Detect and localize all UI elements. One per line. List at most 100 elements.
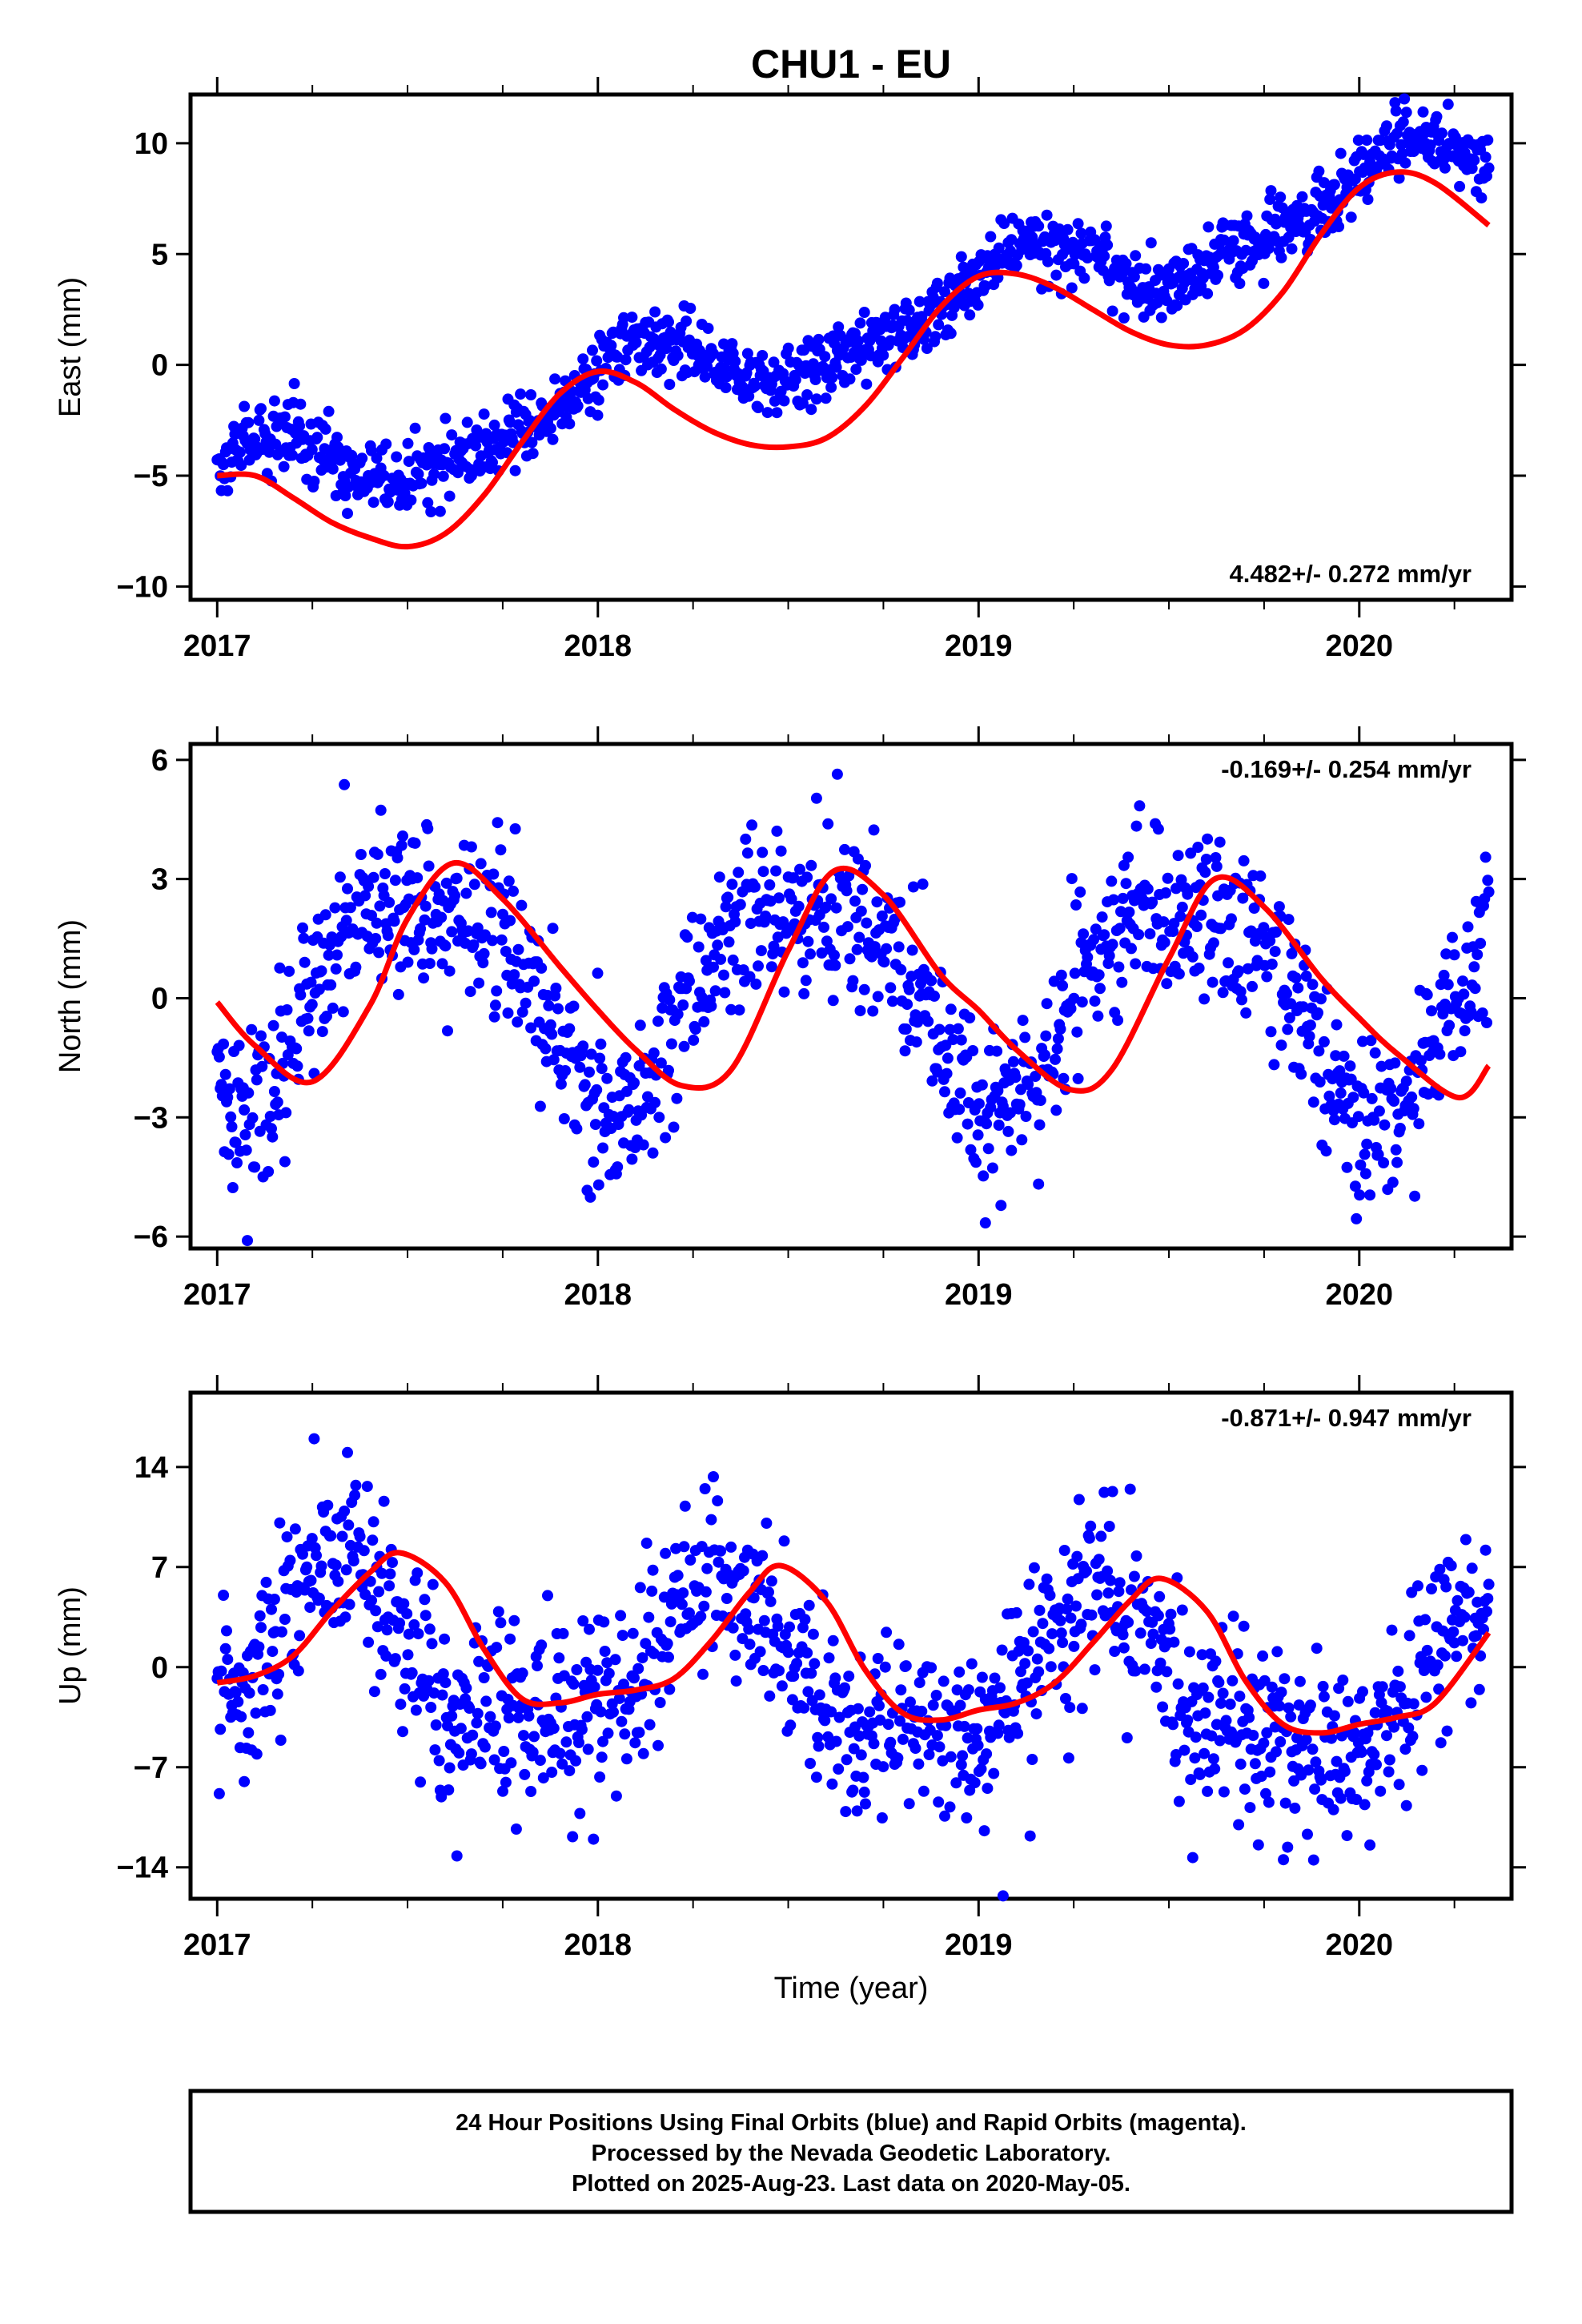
up-data-point bbox=[488, 1754, 500, 1766]
north-data-point bbox=[1010, 1072, 1022, 1084]
north-data-point bbox=[305, 976, 317, 988]
north-data-point bbox=[592, 1179, 604, 1191]
north-data-point bbox=[525, 1022, 537, 1034]
north-data-point bbox=[420, 900, 432, 912]
up-y-tick-label: 14 bbox=[135, 1451, 168, 1485]
north-data-point bbox=[283, 965, 295, 977]
up-data-point bbox=[1441, 1725, 1453, 1737]
up-data-point bbox=[940, 1719, 952, 1731]
up-data-point bbox=[378, 1495, 390, 1507]
north-data-point bbox=[589, 1119, 601, 1131]
up-data-point bbox=[380, 1650, 392, 1662]
north-data-point bbox=[749, 881, 761, 893]
east-data-point bbox=[810, 393, 822, 405]
up-data-point bbox=[882, 1719, 894, 1731]
up-data-point bbox=[1326, 1732, 1337, 1744]
up-data-point bbox=[336, 1530, 348, 1542]
up-data-point bbox=[343, 1519, 355, 1531]
north-data-point bbox=[1358, 1087, 1370, 1099]
north-data-point bbox=[1133, 929, 1145, 940]
up-data-point bbox=[1275, 1736, 1287, 1747]
up-data-point bbox=[342, 1446, 353, 1458]
east-data-point bbox=[331, 432, 343, 444]
north-data-point bbox=[442, 1025, 453, 1037]
up-data-point bbox=[375, 1668, 387, 1680]
north-data-point bbox=[1438, 969, 1450, 981]
north-data-point bbox=[508, 969, 520, 981]
up-data-point bbox=[678, 1541, 690, 1553]
north-data-point bbox=[1268, 1059, 1280, 1071]
up-data-point bbox=[1238, 1620, 1250, 1632]
north-data-point bbox=[568, 1000, 580, 1012]
north-data-point bbox=[379, 868, 391, 879]
up-data-point bbox=[1122, 1616, 1134, 1628]
north-data-point bbox=[972, 1129, 984, 1141]
north-data-point bbox=[677, 999, 689, 1011]
up-data-point bbox=[232, 1696, 244, 1707]
north-data-point bbox=[1351, 1212, 1363, 1224]
north-y-axis-label: North (mm) bbox=[54, 919, 87, 1073]
north-data-point bbox=[733, 866, 745, 879]
north-data-point bbox=[1089, 995, 1101, 1007]
north-data-point bbox=[1022, 1079, 1034, 1090]
east-data-point bbox=[1454, 180, 1466, 192]
up-data-point bbox=[573, 1737, 584, 1748]
east-data-point bbox=[807, 358, 819, 370]
up-data-point bbox=[1376, 1681, 1388, 1693]
up-data-point bbox=[1138, 1663, 1150, 1675]
north-data-point bbox=[280, 1107, 292, 1119]
up-data-point bbox=[897, 1733, 909, 1745]
north-data-point bbox=[303, 1025, 315, 1037]
up-data-point bbox=[807, 1628, 819, 1640]
north-y-tick-label: −3 bbox=[134, 1101, 168, 1135]
north-data-point bbox=[1130, 958, 1142, 970]
north-data-point bbox=[246, 1023, 258, 1035]
up-data-point bbox=[367, 1534, 379, 1546]
east-data-point bbox=[826, 372, 838, 384]
east-data-point bbox=[1399, 93, 1411, 105]
up-data-point bbox=[504, 1633, 516, 1645]
north-data-point bbox=[1481, 1017, 1492, 1028]
up-data-point bbox=[1098, 1486, 1110, 1498]
up-data-point bbox=[954, 1666, 966, 1678]
up-data-point bbox=[1368, 1748, 1380, 1760]
up-data-point bbox=[495, 1617, 507, 1629]
north-data-point bbox=[546, 1028, 558, 1040]
up-x-tick-label: 2020 bbox=[1326, 1928, 1394, 1962]
up-data-point bbox=[1105, 1574, 1116, 1586]
up-data-point bbox=[852, 1703, 864, 1715]
up-data-point bbox=[1263, 1796, 1275, 1808]
up-data-point bbox=[599, 1646, 611, 1657]
north-data-point bbox=[841, 921, 853, 933]
up-data-point bbox=[1224, 1699, 1236, 1710]
north-data-point bbox=[623, 1104, 635, 1116]
east-data-point bbox=[663, 316, 674, 328]
north-data-point bbox=[327, 1002, 339, 1014]
north-data-point bbox=[446, 926, 458, 938]
up-data-point bbox=[1369, 1707, 1381, 1719]
up-data-point bbox=[1291, 1732, 1303, 1743]
north-data-point bbox=[297, 922, 308, 934]
east-data-point bbox=[508, 436, 519, 448]
east-data-point bbox=[1098, 250, 1110, 262]
north-data-point bbox=[371, 917, 383, 929]
up-panel: 2017 2018 2019 2020 −14 −7 0 7 14 Up (mm) -0.871+/… bbox=[54, 1375, 1526, 1962]
east-data-point bbox=[630, 336, 642, 348]
up-data-point bbox=[1435, 1737, 1447, 1749]
up-data-point bbox=[343, 1598, 355, 1610]
up-data-point bbox=[833, 1763, 845, 1775]
north-data-point bbox=[577, 1040, 589, 1052]
up-data-point bbox=[610, 1790, 622, 1802]
east-data-point bbox=[371, 452, 383, 464]
north-data-point bbox=[660, 1132, 672, 1144]
north-data-point bbox=[798, 987, 810, 999]
north-data-point bbox=[901, 999, 913, 1011]
north-data-point bbox=[325, 979, 337, 991]
north-data-point bbox=[1286, 947, 1298, 959]
north-data-point bbox=[298, 932, 310, 944]
up-data-point bbox=[892, 1752, 904, 1764]
up-data-point bbox=[358, 1545, 370, 1557]
east-data-point bbox=[488, 419, 500, 431]
up-data-point bbox=[412, 1567, 424, 1579]
up-data-point bbox=[1213, 1676, 1225, 1688]
